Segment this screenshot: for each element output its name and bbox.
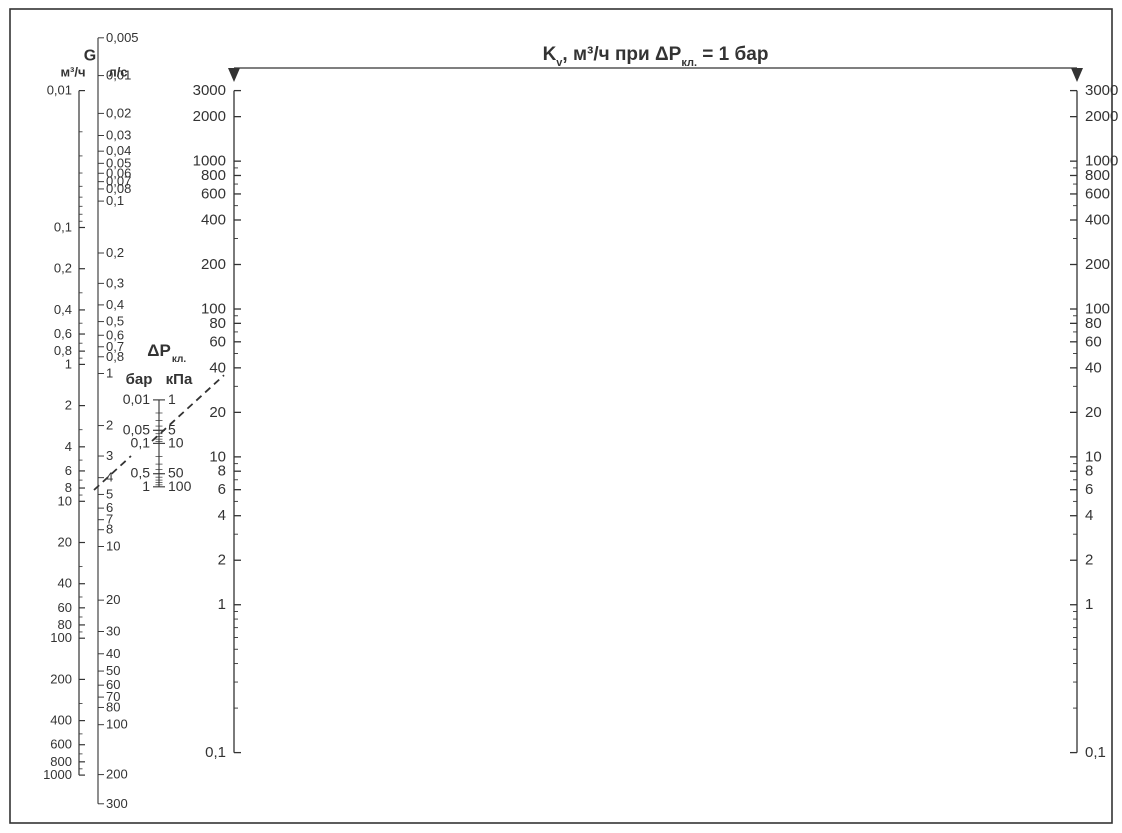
- svg-text:2: 2: [1085, 552, 1093, 569]
- svg-text:2000: 2000: [1085, 108, 1118, 125]
- svg-text:м³/ч: м³/ч: [60, 65, 85, 80]
- svg-text:60: 60: [58, 600, 72, 615]
- svg-text:2: 2: [218, 552, 226, 569]
- svg-text:0,2: 0,2: [54, 261, 72, 276]
- svg-text:1: 1: [218, 596, 226, 613]
- svg-text:40: 40: [106, 646, 120, 661]
- svg-text:2000: 2000: [193, 108, 226, 125]
- svg-text:3: 3: [106, 448, 113, 463]
- svg-text:60: 60: [209, 333, 226, 350]
- svg-text:0,3: 0,3: [106, 275, 124, 290]
- svg-text:кПа: кПа: [166, 371, 193, 388]
- svg-text:G: G: [84, 48, 96, 65]
- svg-text:400: 400: [201, 211, 226, 228]
- svg-text:40: 40: [1085, 359, 1102, 376]
- svg-text:100: 100: [168, 478, 192, 494]
- svg-text:10: 10: [58, 493, 72, 508]
- svg-text:400: 400: [1085, 211, 1110, 228]
- svg-text:40: 40: [209, 359, 226, 376]
- svg-text:6: 6: [1085, 481, 1093, 498]
- svg-text:6: 6: [65, 463, 72, 478]
- svg-text:20: 20: [58, 535, 72, 550]
- svg-text:0,4: 0,4: [54, 302, 72, 317]
- svg-text:3000: 3000: [193, 82, 226, 99]
- svg-text:0,6: 0,6: [54, 326, 72, 341]
- svg-text:0,005: 0,005: [106, 30, 139, 45]
- svg-text:0,2: 0,2: [106, 245, 124, 260]
- svg-text:1: 1: [65, 356, 72, 371]
- svg-text:0,1: 0,1: [1085, 744, 1106, 761]
- svg-text:40: 40: [58, 576, 72, 591]
- svg-text:0,1: 0,1: [106, 193, 124, 208]
- svg-text:80: 80: [106, 699, 120, 714]
- svg-text:80: 80: [209, 315, 226, 332]
- svg-text:2: 2: [106, 418, 113, 433]
- svg-text:10: 10: [168, 434, 184, 450]
- svg-text:ΔP: ΔP: [147, 341, 171, 360]
- svg-text:600: 600: [1085, 185, 1110, 202]
- svg-text:4: 4: [218, 507, 226, 524]
- svg-text:400: 400: [50, 713, 72, 728]
- svg-text:200: 200: [201, 256, 226, 273]
- svg-text:600: 600: [50, 737, 72, 752]
- svg-text:20: 20: [106, 592, 120, 607]
- svg-text:30: 30: [106, 624, 120, 639]
- svg-text:8: 8: [1085, 463, 1093, 480]
- svg-text:1: 1: [168, 391, 176, 407]
- svg-text:8: 8: [106, 522, 113, 537]
- svg-text:4: 4: [65, 439, 72, 454]
- svg-text:0,1: 0,1: [54, 220, 72, 235]
- svg-text:2: 2: [65, 398, 72, 413]
- svg-text:60: 60: [1085, 333, 1102, 350]
- svg-text:100: 100: [50, 630, 72, 645]
- svg-text:0,8: 0,8: [106, 349, 124, 364]
- svg-text:6: 6: [218, 481, 226, 498]
- svg-text:200: 200: [106, 767, 128, 782]
- svg-text:1: 1: [1085, 596, 1093, 613]
- svg-text:0,01: 0,01: [47, 83, 72, 98]
- svg-text:10: 10: [106, 539, 120, 554]
- svg-text:20: 20: [209, 404, 226, 421]
- svg-text:0,01: 0,01: [123, 391, 150, 407]
- svg-text:1: 1: [106, 366, 113, 381]
- svg-text:0,1: 0,1: [131, 434, 151, 450]
- svg-text:л/с: л/с: [108, 65, 127, 80]
- svg-text:200: 200: [50, 671, 72, 686]
- svg-text:0,03: 0,03: [106, 127, 131, 142]
- svg-text:800: 800: [201, 167, 226, 184]
- svg-text:300: 300: [106, 796, 128, 811]
- svg-text:800: 800: [1085, 167, 1110, 184]
- svg-text:8: 8: [218, 463, 226, 480]
- svg-text:0,4: 0,4: [106, 297, 124, 312]
- svg-text:0,02: 0,02: [106, 105, 131, 120]
- svg-text:100: 100: [106, 717, 128, 732]
- svg-text:4: 4: [1085, 507, 1093, 524]
- svg-text:бар: бар: [126, 371, 153, 388]
- svg-text:80: 80: [1085, 315, 1102, 332]
- svg-text:50: 50: [106, 663, 120, 678]
- svg-text:кл.: кл.: [172, 354, 186, 365]
- svg-text:600: 600: [201, 185, 226, 202]
- svg-text:1000: 1000: [43, 767, 72, 782]
- svg-text:1: 1: [142, 478, 150, 494]
- svg-text:20: 20: [1085, 404, 1102, 421]
- svg-text:0,1: 0,1: [205, 744, 226, 761]
- svg-text:200: 200: [1085, 256, 1110, 273]
- svg-text:3000: 3000: [1085, 82, 1118, 99]
